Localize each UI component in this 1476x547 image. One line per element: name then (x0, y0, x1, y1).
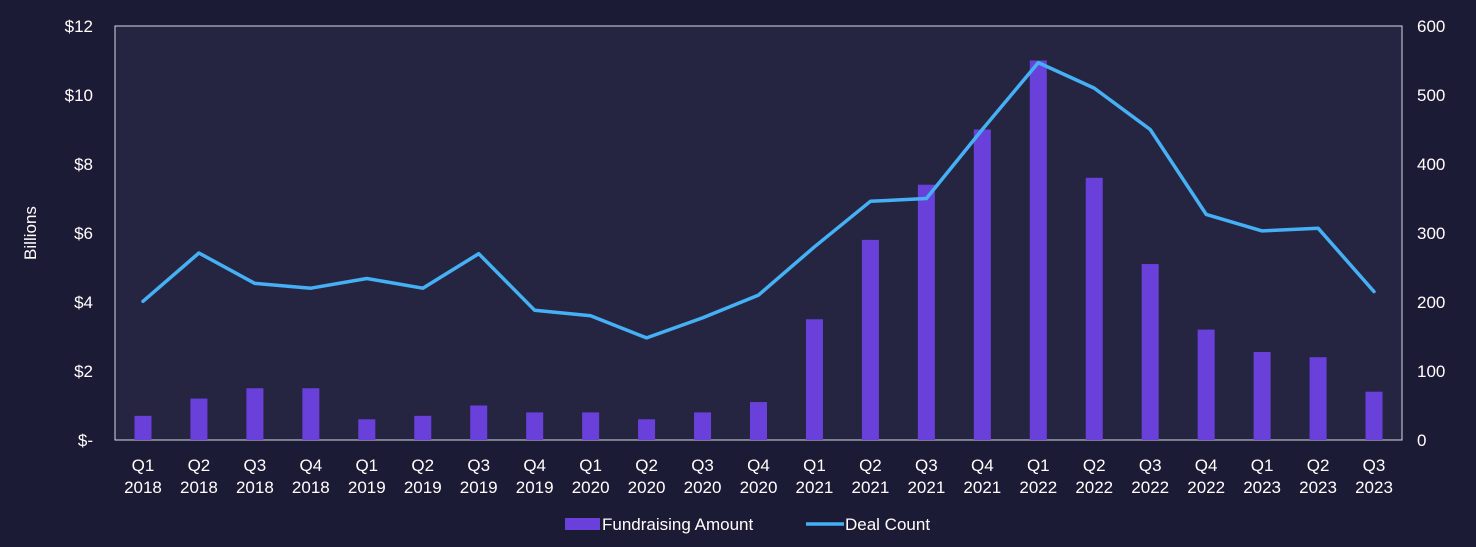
bar-q2-2023 (1310, 357, 1327, 440)
y-tick-label-left: $8 (74, 155, 93, 174)
legend-swatch-fundraising (565, 518, 600, 530)
y-tick-label-left: $2 (74, 362, 93, 381)
y-tick-label-left: $6 (74, 224, 93, 243)
y-tick-label-right: 0 (1417, 431, 1426, 450)
legend-label-fundraising: Fundraising Amount (602, 515, 753, 534)
bar-q2-2021 (862, 240, 879, 440)
bar-q4-2019 (526, 412, 543, 440)
bar-q1-2018 (134, 416, 151, 440)
y-tick-label-left: $12 (65, 17, 93, 36)
y-tick-label-right: 200 (1417, 293, 1445, 312)
y-axis-label: Billions (21, 206, 40, 260)
bar-q1-2020 (582, 412, 599, 440)
bar-q1-2023 (1254, 352, 1271, 440)
bar-q4-2021 (974, 130, 991, 441)
y-tick-label-left: $10 (65, 86, 93, 105)
y-tick-label-right: 400 (1417, 155, 1445, 174)
bar-q3-2020 (694, 412, 711, 440)
bar-q4-2018 (302, 388, 319, 440)
bar-q1-2019 (358, 419, 375, 440)
bar-q1-2021 (806, 319, 823, 440)
y-tick-label-left: $- (78, 431, 93, 450)
bar-q3-2021 (918, 185, 935, 440)
bar-q1-2022 (1030, 61, 1047, 441)
y-tick-label-right: 100 (1417, 362, 1445, 381)
bar-q4-2020 (750, 402, 767, 440)
y-tick-label-right: 600 (1417, 17, 1445, 36)
bar-q2-2022 (1086, 178, 1103, 440)
y-tick-label-left: $4 (74, 293, 93, 312)
bar-q3-2019 (470, 406, 487, 441)
bar-q2-2018 (190, 399, 207, 440)
bar-q4-2022 (1198, 330, 1215, 440)
bar-q3-2022 (1142, 264, 1159, 440)
y-tick-label-right: 300 (1417, 224, 1445, 243)
y-tick-label-right: 500 (1417, 86, 1445, 105)
bar-q2-2020 (638, 419, 655, 440)
bar-q3-2023 (1366, 392, 1383, 440)
bar-q2-2019 (414, 416, 431, 440)
bar-q3-2018 (246, 388, 263, 440)
legend-label-deal-count: Deal Count (845, 515, 930, 534)
